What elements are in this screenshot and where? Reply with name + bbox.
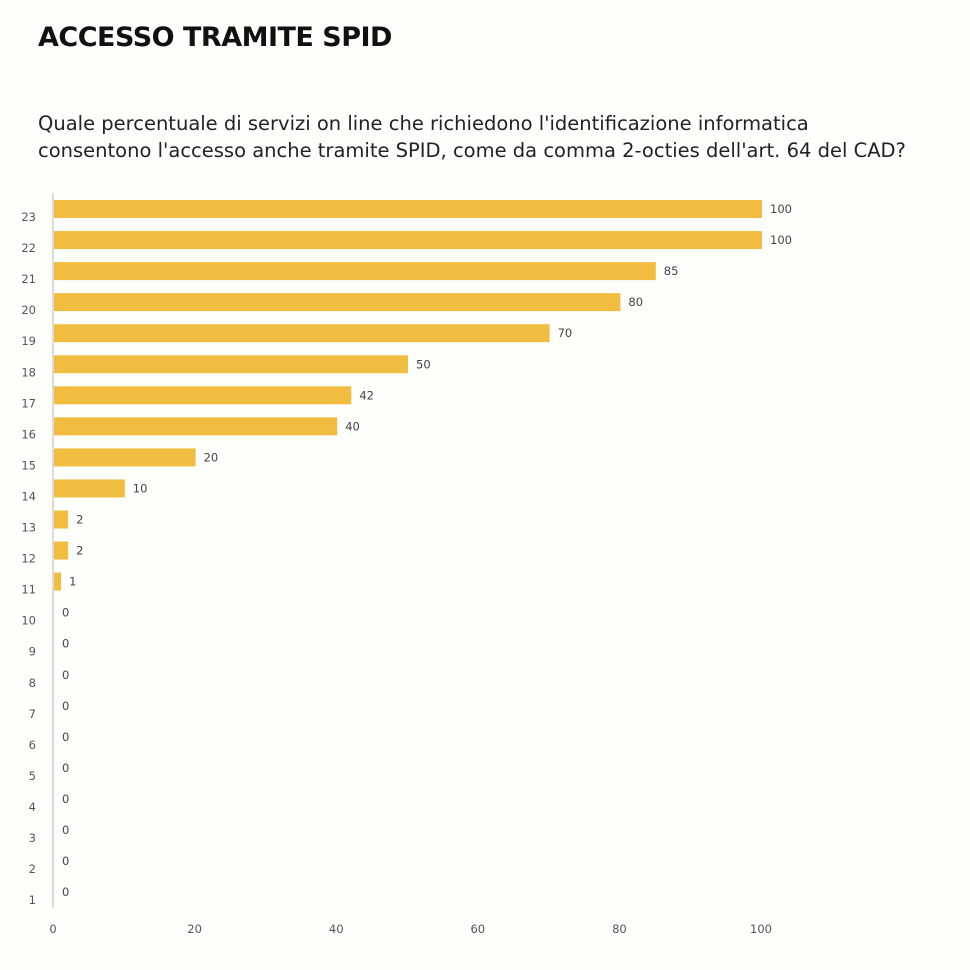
y-tick-label-10: 10 xyxy=(21,614,36,628)
bar-11 xyxy=(54,572,62,591)
bar-16 xyxy=(54,417,338,436)
data-label-15: 20 xyxy=(204,450,219,464)
x-tick-label-60: 60 xyxy=(470,922,485,936)
y-tick-label-11: 11 xyxy=(21,583,36,597)
bar-13 xyxy=(54,510,69,529)
x-tick-label-0: 0 xyxy=(49,922,56,936)
bar-14 xyxy=(54,479,125,498)
x-tick-label-100: 100 xyxy=(750,922,772,936)
data-label-9: 0 xyxy=(62,637,69,651)
data-label-12: 2 xyxy=(76,544,83,558)
data-label-2: 0 xyxy=(62,854,69,868)
bar-23 xyxy=(54,200,762,218)
y-tick-label-8: 8 xyxy=(29,676,36,690)
y-tick-label-17: 17 xyxy=(21,396,36,410)
bar-15 xyxy=(54,448,196,467)
data-label-13: 2 xyxy=(76,513,83,527)
data-label-18: 50 xyxy=(416,357,431,371)
data-label-1: 0 xyxy=(62,885,69,899)
y-tick-label-19: 19 xyxy=(21,334,36,348)
y-tick-label-6: 6 xyxy=(29,738,36,752)
y-tick-label-1: 1 xyxy=(29,893,36,907)
bar-19 xyxy=(54,324,550,343)
data-label-23: 100 xyxy=(770,202,792,216)
y-tick-label-2: 2 xyxy=(29,862,36,876)
bar-21 xyxy=(54,262,656,281)
bar-12 xyxy=(54,541,69,560)
y-tick-label-13: 13 xyxy=(21,521,36,535)
x-tick-label-80: 80 xyxy=(612,922,627,936)
y-tick-label-20: 20 xyxy=(21,303,36,317)
data-label-6: 0 xyxy=(62,730,69,744)
data-label-11: 1 xyxy=(69,575,76,589)
chart-title: ACCESSO TRAMITE SPID xyxy=(38,22,392,53)
data-label-3: 0 xyxy=(62,823,69,837)
data-label-5: 0 xyxy=(62,761,69,775)
bar-22 xyxy=(54,231,762,250)
y-tick-label-18: 18 xyxy=(21,365,36,379)
y-tick-label-5: 5 xyxy=(29,769,36,783)
y-tick-label-12: 12 xyxy=(21,552,36,566)
y-tick-label-22: 22 xyxy=(21,241,36,255)
data-label-20: 80 xyxy=(628,295,643,309)
y-tick-label-23: 23 xyxy=(21,210,36,224)
data-label-19: 70 xyxy=(558,326,573,340)
data-label-7: 0 xyxy=(62,699,69,713)
bar-17 xyxy=(54,386,352,405)
data-label-14: 10 xyxy=(133,481,148,495)
y-tick-label-3: 3 xyxy=(29,831,36,845)
bar-20 xyxy=(54,293,621,312)
y-tick-label-7: 7 xyxy=(29,707,36,721)
y-tick-label-15: 15 xyxy=(21,458,36,472)
data-label-21: 85 xyxy=(664,264,679,278)
data-label-10: 0 xyxy=(62,606,69,620)
x-tick-label-40: 40 xyxy=(329,922,344,936)
y-tick-label-21: 21 xyxy=(21,272,36,286)
data-label-16: 40 xyxy=(345,419,360,433)
bar-18 xyxy=(54,355,408,374)
chart-subtitle: Quale percentuale di servizi on line che… xyxy=(38,112,906,162)
y-tick-label-16: 16 xyxy=(21,427,36,441)
data-label-8: 0 xyxy=(62,668,69,682)
data-label-4: 0 xyxy=(62,792,69,806)
data-label-17: 42 xyxy=(359,388,374,402)
y-tick-label-14: 14 xyxy=(21,489,36,503)
y-tick-label-9: 9 xyxy=(29,645,36,659)
y-tick-label-4: 4 xyxy=(29,800,36,814)
data-label-22: 100 xyxy=(770,233,792,247)
x-tick-label-20: 20 xyxy=(187,922,202,936)
